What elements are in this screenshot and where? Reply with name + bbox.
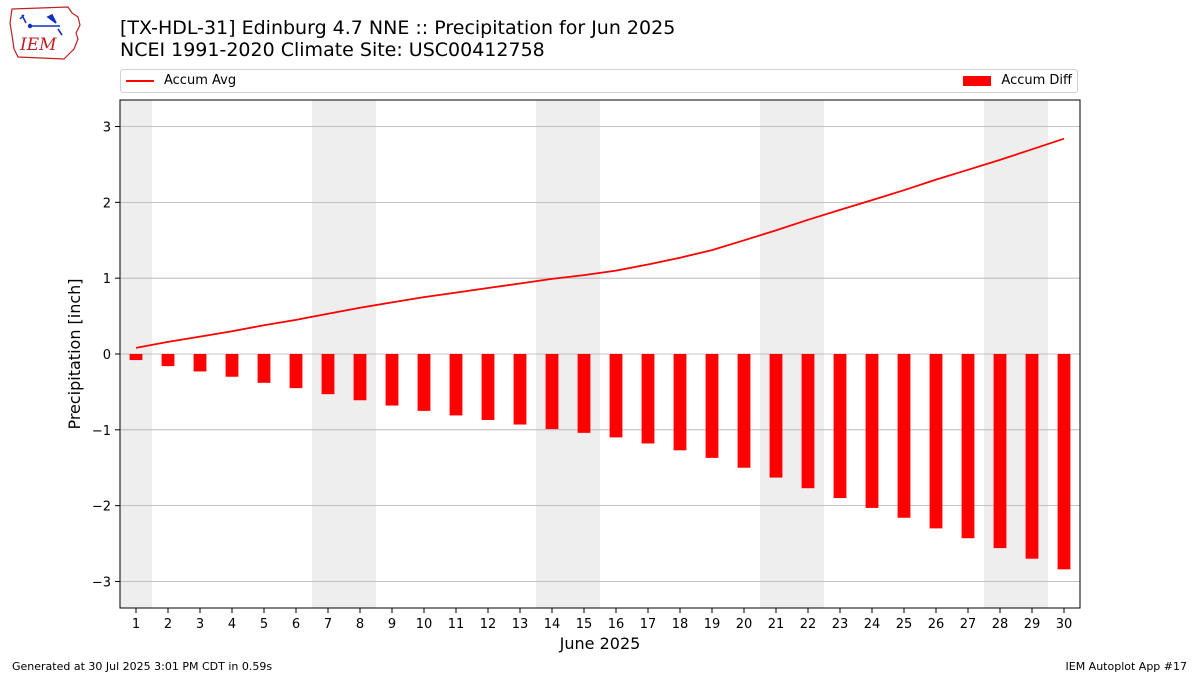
x-tick-label: 28: [992, 617, 1009, 632]
bar-accum-diff: [609, 354, 623, 438]
x-tick-label: 3: [196, 617, 204, 632]
x-tick-label: 23: [832, 617, 849, 632]
x-tick-label: 9: [388, 617, 396, 632]
chart-subtitle: NCEI 1991-2020 Climate Site: USC00412758: [120, 39, 545, 61]
legend-label-accum-diff: Accum Diff: [1001, 73, 1072, 88]
x-tick-label: 26: [928, 617, 945, 632]
bar-accum-diff: [641, 354, 655, 444]
legend-item-accum-avg: Accum Avg: [126, 73, 236, 88]
x-tick-label: 8: [356, 617, 364, 632]
x-tick-label: 20: [736, 617, 753, 632]
x-tick-label: 11: [448, 617, 465, 632]
legend-label-accum-avg: Accum Avg: [164, 73, 237, 88]
bar-accum-diff: [1025, 354, 1039, 559]
bar-accum-diff: [833, 354, 847, 499]
x-tick-label: 22: [800, 617, 817, 632]
generated-footer: Generated at 30 Jul 2025 3:01 PM CDT in …: [12, 660, 273, 673]
x-tick-label: 1: [132, 617, 140, 632]
legend-bar-swatch: [963, 75, 992, 86]
bar-accum-diff: [129, 354, 143, 361]
bar-accum-diff: [769, 354, 783, 478]
x-tick-label: 4: [228, 617, 236, 632]
x-tick-label: 10: [416, 617, 433, 632]
y-tick-label: 0: [103, 348, 111, 363]
x-tick-label: 30: [1056, 617, 1073, 632]
bar-accum-diff: [577, 354, 591, 433]
legend: Accum Avg Accum Diff: [120, 69, 1078, 93]
bar-accum-diff: [513, 354, 527, 425]
x-tick-label: 27: [960, 617, 977, 632]
y-tick-label: 2: [103, 196, 111, 211]
bar-accum-diff: [1057, 354, 1071, 570]
x-tick-label: 12: [480, 617, 497, 632]
y-tick-label: 1: [103, 272, 111, 287]
y-tick-label: 3: [103, 121, 111, 136]
line-accum-avg: [135, 137, 1065, 349]
bar-accum-diff: [257, 354, 271, 383]
x-tick-label: 25: [896, 617, 913, 632]
bar-accum-diff: [897, 354, 911, 518]
y-tick-label: −1: [92, 424, 111, 439]
iem-logo: IEM: [9, 6, 81, 60]
x-tick-label: 13: [512, 617, 529, 632]
x-tick-label: 19: [704, 617, 721, 632]
bar-accum-diff: [385, 354, 399, 406]
x-tick-label: 7: [324, 617, 332, 632]
bar-accum-diff: [961, 354, 975, 539]
legend-item-accum-diff: Accum Diff: [963, 73, 1072, 88]
y-axis-label: Precipitation [inch]: [65, 278, 84, 429]
bar-accum-diff: [449, 354, 463, 416]
y-tick-label: −2: [92, 500, 111, 515]
y-tick-label: −3: [92, 575, 111, 590]
x-tick-label: 21: [768, 617, 785, 632]
x-tick-label: 15: [576, 617, 593, 632]
x-tick-label: 24: [864, 617, 881, 632]
app-footer: IEM Autoplot App #17: [1065, 660, 1188, 673]
x-tick-label: 2: [164, 617, 172, 632]
bar-accum-diff: [705, 354, 719, 458]
bar-accum-diff: [417, 354, 431, 411]
bar-accum-diff: [481, 354, 495, 420]
bar-accum-diff: [161, 354, 175, 367]
x-tick-label: 14: [544, 617, 561, 632]
bar-accum-diff: [353, 354, 367, 401]
bar-accum-diff: [737, 354, 751, 468]
bar-accum-diff: [673, 354, 687, 451]
chart-title: [TX-HDL-31] Edinburg 4.7 NNE :: Precipit…: [120, 17, 676, 39]
bar-accum-diff: [993, 354, 1007, 549]
bar-accum-diff: [865, 354, 879, 508]
bar-accum-diff: [801, 354, 815, 489]
legend-line-swatch: [126, 79, 154, 82]
bar-accum-diff: [225, 354, 239, 377]
logo-text: IEM: [19, 35, 57, 55]
x-axis-label: June 2025: [559, 634, 641, 653]
x-tick-label: 29: [1024, 617, 1041, 632]
bar-accum-diff: [321, 354, 335, 395]
bar-accum-diff: [929, 354, 943, 529]
x-tick-label: 16: [608, 617, 625, 632]
bar-accum-diff: [545, 354, 559, 430]
x-tick-label: 17: [640, 617, 657, 632]
bar-accum-diff: [193, 354, 207, 372]
bar-accum-diff: [289, 354, 303, 389]
x-tick-label: 5: [260, 617, 268, 632]
x-tick-label: 18: [672, 617, 689, 632]
x-tick-label: 6: [292, 617, 300, 632]
